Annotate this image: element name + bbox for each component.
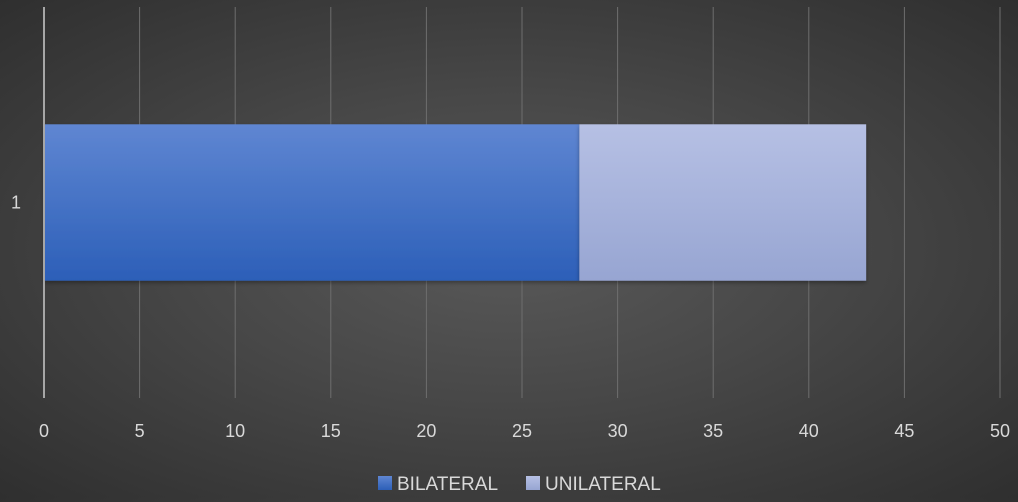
x-tick-label: 25 — [512, 421, 532, 441]
bar-unilateral — [579, 124, 867, 281]
legend-swatch-bilateral — [378, 476, 392, 490]
x-tick-label: 5 — [135, 421, 145, 441]
x-tick-label: 0 — [39, 421, 49, 441]
x-tick-label: 20 — [416, 421, 436, 441]
bar-bilateral — [44, 124, 580, 281]
legend-label-unilateral: UNILATERAL — [545, 474, 661, 495]
x-tick-label: 35 — [703, 421, 723, 441]
x-tick-label: 15 — [321, 421, 341, 441]
x-tick-label: 50 — [990, 421, 1010, 441]
legend: BILATERAL UNILATERAL — [378, 474, 661, 495]
bars — [44, 124, 867, 281]
x-tick-label: 45 — [894, 421, 914, 441]
legend-label-bilateral: BILATERAL — [397, 474, 498, 495]
y-tick-label: 1 — [11, 193, 21, 213]
legend-swatch-unilateral — [526, 476, 540, 490]
x-tick-label: 10 — [225, 421, 245, 441]
axes: 0 5 10 15 20 25 30 35 40 45 50 1 — [11, 7, 1010, 441]
x-tick-label: 40 — [799, 421, 819, 441]
x-tick-label: 30 — [608, 421, 628, 441]
